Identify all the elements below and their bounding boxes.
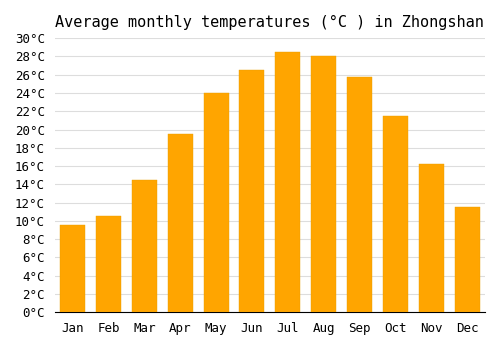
Title: Average monthly temperatures (°C ) in Zhongshan: Average monthly temperatures (°C ) in Zh… [56,15,484,30]
Bar [383,116,408,312]
Bar [311,56,336,312]
Bar [275,52,300,312]
Bar [132,180,157,312]
Bar [60,225,85,312]
Bar [240,70,264,312]
Bar [347,77,372,312]
Bar [454,207,479,312]
Bar [96,216,121,312]
Bar [168,134,193,312]
Bar [204,93,229,312]
Bar [418,164,444,312]
